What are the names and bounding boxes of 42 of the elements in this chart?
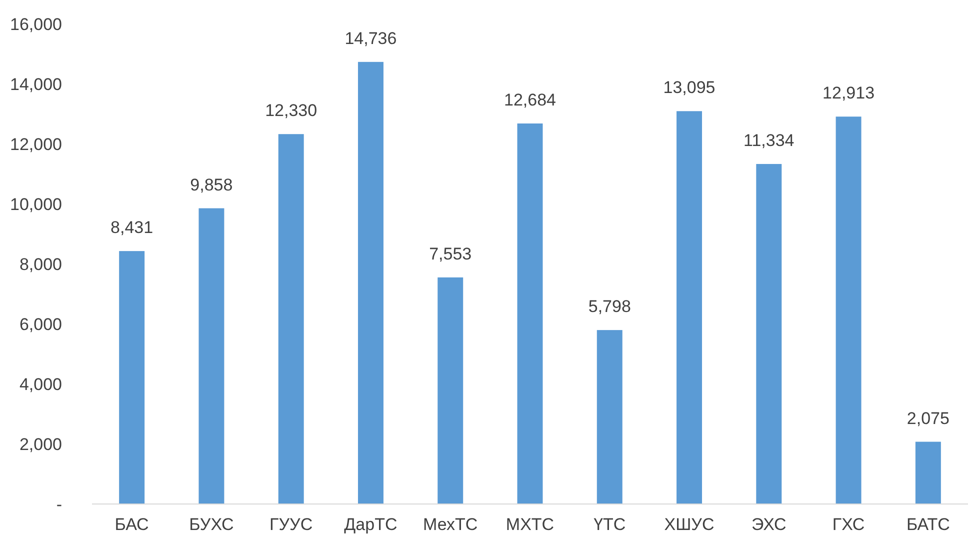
bar [676, 111, 702, 504]
bar [438, 277, 464, 504]
bar [119, 251, 145, 504]
y-tick-label: - [56, 494, 62, 514]
bar [756, 164, 782, 504]
bar [915, 442, 941, 504]
data-label: 12,684 [504, 90, 556, 110]
y-tick-label: 16,000 [10, 14, 62, 34]
x-tick-label: ДарТС [344, 515, 398, 534]
x-tick-label: БАС [114, 515, 149, 534]
x-tick-label: БАТС [906, 515, 950, 534]
bar [278, 134, 304, 504]
bar [358, 62, 384, 504]
x-tick-label: БУХС [189, 515, 234, 534]
bar [596, 330, 622, 504]
y-tick-label: 12,000 [10, 134, 62, 154]
x-tick-label: ҮТС [594, 515, 626, 534]
x-tick-label: ЭХС [752, 515, 786, 534]
bar [836, 116, 862, 504]
y-tick-label: 14,000 [10, 74, 62, 94]
data-label: 2,075 [906, 408, 950, 428]
data-label: 5,798 [588, 297, 631, 316]
y-tick-label: 10,000 [10, 194, 62, 214]
data-label: 12,913 [822, 84, 875, 103]
y-tick-label: 4,000 [19, 374, 62, 394]
data-label: 12,330 [265, 101, 318, 120]
data-label: 13,095 [663, 78, 716, 98]
y-tick-label: 2,000 [19, 434, 62, 454]
y-tick-label: 8,000 [19, 254, 62, 274]
data-label: 8,431 [110, 218, 154, 238]
data-label: 14,736 [344, 28, 397, 48]
data-label: 7,553 [429, 244, 472, 264]
x-tick-label: МХТС [506, 515, 554, 534]
data-label: 11,334 [744, 130, 794, 150]
bar [198, 208, 224, 504]
y-tick-label: 6,000 [19, 314, 62, 334]
x-tick-label: ГУУС [270, 515, 313, 534]
x-tick-label: МехТС [423, 515, 478, 534]
data-label: 9,858 [190, 175, 233, 194]
x-tick-label: ХШУС [664, 515, 714, 534]
x-tick-label: ГХС [832, 515, 865, 534]
bar [517, 123, 543, 504]
